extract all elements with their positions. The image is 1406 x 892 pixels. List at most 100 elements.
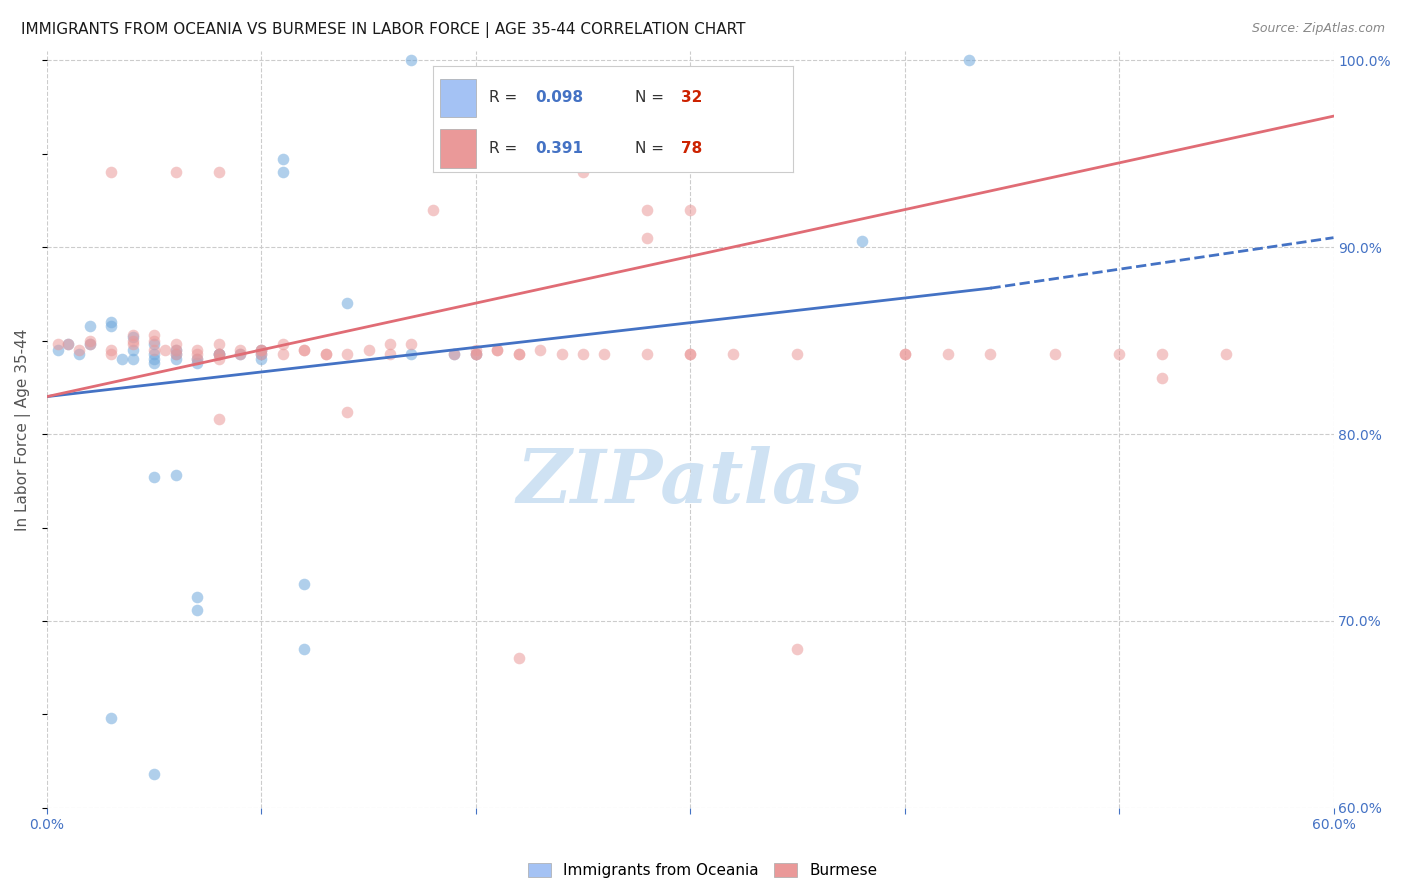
Point — [378, 346, 401, 360]
Point — [58, 337, 80, 351]
Point — [121, 343, 143, 357]
Point — [1150, 346, 1173, 360]
Point — [464, 343, 486, 357]
Point — [786, 346, 808, 360]
Point — [165, 337, 187, 351]
Point — [250, 346, 273, 360]
Point — [121, 352, 143, 367]
Point — [443, 346, 465, 360]
Point — [250, 352, 273, 367]
Point — [143, 327, 166, 342]
Point — [121, 330, 143, 344]
Point — [207, 346, 229, 360]
Point — [893, 346, 915, 360]
Point — [315, 346, 337, 360]
Point — [957, 53, 980, 67]
Point — [1108, 346, 1130, 360]
Point — [165, 352, 187, 367]
Point — [292, 576, 315, 591]
Point — [165, 343, 187, 357]
Point — [207, 337, 229, 351]
Point — [143, 352, 166, 367]
Point — [100, 165, 122, 179]
Point — [100, 346, 122, 360]
Point — [143, 343, 166, 357]
Point — [572, 165, 595, 179]
Text: Source: ZipAtlas.com: Source: ZipAtlas.com — [1251, 22, 1385, 36]
Point — [186, 352, 208, 367]
Point — [636, 230, 658, 244]
Point — [153, 343, 176, 357]
Point — [207, 165, 229, 179]
Point — [508, 146, 530, 161]
Point — [401, 337, 423, 351]
Point — [143, 470, 166, 484]
Point — [893, 346, 915, 360]
Point — [207, 352, 229, 367]
Point — [357, 343, 380, 357]
Point — [143, 337, 166, 351]
Point — [207, 346, 229, 360]
Point — [67, 346, 90, 360]
Point — [250, 346, 273, 360]
Point — [401, 53, 423, 67]
Point — [593, 346, 616, 360]
Point — [464, 346, 486, 360]
Point — [508, 346, 530, 360]
Point — [165, 468, 187, 483]
Point — [100, 343, 122, 357]
Point — [851, 235, 873, 249]
Point — [550, 346, 572, 360]
Point — [186, 346, 208, 360]
Point — [271, 165, 294, 179]
Point — [292, 642, 315, 657]
Point — [229, 346, 252, 360]
Point — [336, 296, 359, 310]
Point — [229, 343, 252, 357]
Text: IMMIGRANTS FROM OCEANIA VS BURMESE IN LABOR FORCE | AGE 35-44 CORRELATION CHART: IMMIGRANTS FROM OCEANIA VS BURMESE IN LA… — [21, 22, 745, 38]
Point — [401, 346, 423, 360]
Point — [315, 346, 337, 360]
Point — [165, 343, 187, 357]
Point — [250, 343, 273, 357]
Point — [1043, 346, 1066, 360]
Point — [508, 346, 530, 360]
Point — [271, 346, 294, 360]
Point — [111, 352, 134, 367]
Point — [679, 346, 702, 360]
Point — [186, 356, 208, 370]
Point — [58, 337, 80, 351]
Point — [121, 334, 143, 348]
Point — [100, 318, 122, 333]
Point — [292, 343, 315, 357]
Point — [165, 346, 187, 360]
Point — [79, 337, 101, 351]
Point — [422, 202, 444, 217]
Point — [636, 346, 658, 360]
Point — [486, 343, 509, 357]
Point — [336, 404, 359, 418]
Point — [46, 343, 69, 357]
Point — [721, 346, 744, 360]
Point — [1215, 346, 1237, 360]
Legend: Immigrants from Oceania, Burmese: Immigrants from Oceania, Burmese — [522, 857, 884, 884]
Point — [79, 318, 101, 333]
Point — [271, 337, 294, 351]
Point — [165, 346, 187, 360]
Point — [679, 346, 702, 360]
Point — [464, 346, 486, 360]
Point — [572, 346, 595, 360]
Point — [186, 590, 208, 604]
Point — [67, 343, 90, 357]
Point — [636, 202, 658, 217]
Point — [186, 352, 208, 367]
Point — [271, 152, 294, 166]
Point — [679, 202, 702, 217]
Point — [250, 343, 273, 357]
Point — [186, 343, 208, 357]
Point — [121, 327, 143, 342]
Y-axis label: In Labor Force | Age 35-44: In Labor Force | Age 35-44 — [15, 328, 31, 531]
Point — [336, 346, 359, 360]
Point — [207, 346, 229, 360]
Point — [979, 346, 1001, 360]
